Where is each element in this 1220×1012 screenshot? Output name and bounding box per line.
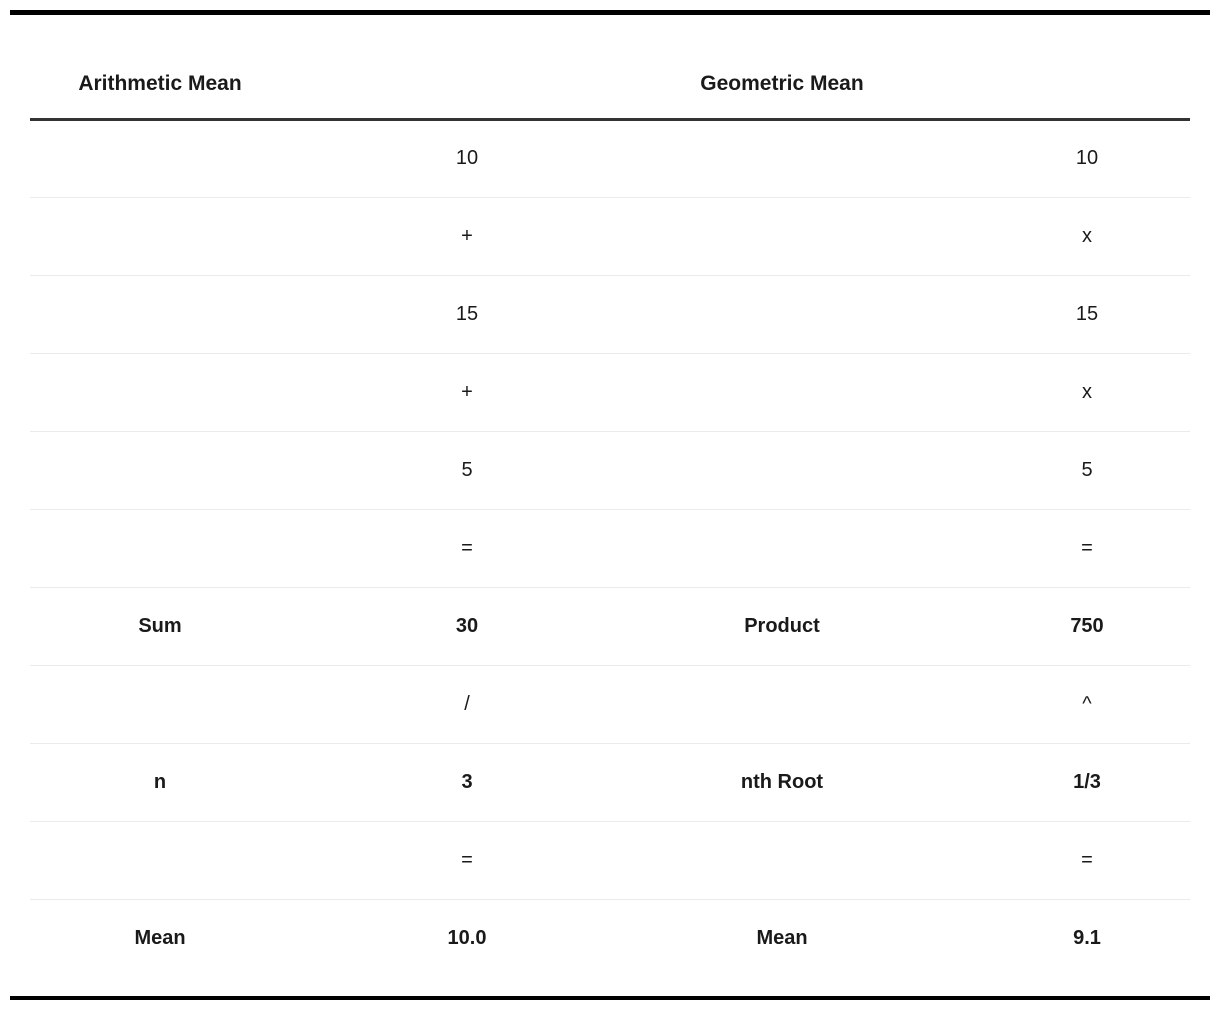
table-cell: Product xyxy=(625,586,936,665)
table-cell: ^ xyxy=(936,664,1190,743)
table-cell: 30 xyxy=(313,586,625,665)
means-comparison-table: Arithmetic Mean Geometric Mean 10 10 + x 15 1… xyxy=(30,15,1190,977)
table-cell: 10 xyxy=(455,147,479,169)
table-cell: 5 xyxy=(313,430,625,509)
column-header-arithmetic-mean: Arithmetic Mean xyxy=(30,15,313,121)
table-row: + x xyxy=(30,352,1190,431)
table-cell xyxy=(625,430,936,509)
table-cell: 10 xyxy=(1075,147,1099,169)
table-cell: = xyxy=(313,820,625,899)
column-header-geometric-mean: Geometric Mean xyxy=(625,15,936,121)
table-cell: 10.0 xyxy=(313,898,625,977)
table-cell xyxy=(30,664,313,743)
table-cell: 1/3 xyxy=(936,742,1190,821)
table-cell xyxy=(625,196,936,275)
table-cell: 5 xyxy=(936,430,1190,509)
table-row: + x xyxy=(30,196,1190,275)
table-cell: Mean xyxy=(30,898,313,977)
table-cell: = xyxy=(936,820,1190,899)
column-header-geometric-value xyxy=(936,15,1190,121)
bottom-border xyxy=(10,996,1210,1000)
table-row: = = xyxy=(30,820,1190,899)
table-row: Mean 10.0 Mean 9.1 xyxy=(30,898,1190,977)
table-cell: 750 xyxy=(936,586,1190,665)
table-cell: x xyxy=(936,196,1190,275)
table-row: n 3 nth Root 1/3 xyxy=(30,742,1190,821)
table-cell: 15 xyxy=(936,274,1190,353)
table-cell xyxy=(625,664,936,743)
table-body: 10 10 + x 15 15 + x 5 5 = = Sum 30 Product 750/^ n 3 nth R… xyxy=(30,119,1190,977)
top-border xyxy=(10,10,1210,15)
table-row: = = xyxy=(30,508,1190,587)
table-row: Sum 30 Product 750 xyxy=(30,586,1190,665)
table-cell: x xyxy=(936,352,1190,431)
table-cell: = xyxy=(936,508,1190,587)
table-cell xyxy=(30,508,313,587)
table-cell: nth Root xyxy=(625,742,936,821)
table-cell xyxy=(30,196,313,275)
table-cell xyxy=(625,820,936,899)
header-row: Arithmetic Mean Geometric Mean xyxy=(30,15,1190,121)
table-row: 15 15 xyxy=(30,274,1190,353)
table-cell: + xyxy=(313,352,625,431)
table-cell: Sum xyxy=(30,586,313,665)
table-cell xyxy=(30,274,313,353)
table-cell: n xyxy=(30,742,313,821)
table-cell: + xyxy=(313,196,625,275)
table-row: 10 10 xyxy=(30,119,1190,197)
table-cell xyxy=(625,508,936,587)
table-cell xyxy=(30,119,313,197)
table-cell xyxy=(625,274,936,353)
table-row: / ^ xyxy=(30,664,1190,743)
table-cell xyxy=(30,430,313,509)
table-cell: 3 xyxy=(313,742,625,821)
table-cell xyxy=(625,119,936,197)
table-cell: 9.1 xyxy=(936,898,1190,977)
table-cell: / xyxy=(313,664,625,743)
table-cell xyxy=(30,820,313,899)
table-cell xyxy=(625,352,936,431)
table-cell: 15 xyxy=(313,274,625,353)
table-cell xyxy=(30,352,313,431)
table-cell: = xyxy=(313,508,625,587)
column-header-arithmetic-value xyxy=(313,15,625,121)
table-cell: Mean xyxy=(625,898,936,977)
